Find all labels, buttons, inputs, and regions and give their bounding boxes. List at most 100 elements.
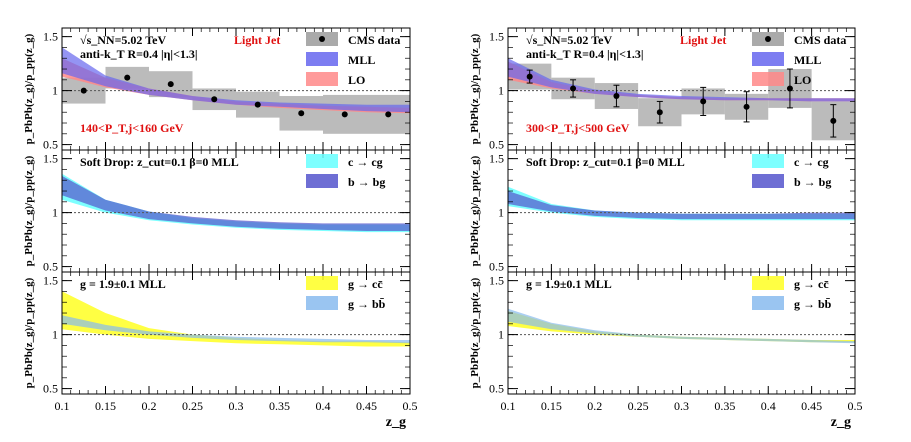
legend-label: MLL [794, 53, 821, 67]
y-tick-label: 1.5 [489, 274, 504, 288]
y-tick-label: 0.5 [43, 260, 58, 274]
y-tick-label: 1.5 [489, 30, 504, 44]
data-point [786, 85, 793, 92]
legend-swatch [752, 72, 784, 86]
legend-label: CMS data [794, 33, 846, 47]
x-tick-label: 0.25 [628, 399, 649, 413]
legend-label: LO [794, 73, 811, 87]
data-point [700, 98, 707, 105]
annotation-1: Soft Drop: z_cut=0.1 β=0 MLL [80, 155, 239, 169]
plot-area [62, 291, 410, 347]
y-axis-label: p_PbPb(z_g)/p_pp(z_g) [23, 155, 35, 266]
data-point [385, 111, 392, 118]
band-1 [508, 310, 855, 343]
data-point [656, 109, 663, 116]
legend-label: CMS data [348, 33, 400, 47]
y-tick-label: 1.5 [489, 152, 504, 166]
legend-swatch [306, 296, 338, 310]
annotation-1: Soft Drop: z_cut=0.1 β=0 MLL [526, 155, 685, 169]
legend-swatch [306, 174, 338, 188]
y-axis-label: p_PbPb(z_g)/p_pp(z_g) [23, 277, 35, 388]
data-point [613, 93, 620, 100]
y-tick-label: 1 [498, 84, 504, 98]
x-tick-label: 0.3 [229, 399, 244, 413]
data-point [124, 74, 131, 81]
panel-right-middle: 0.5 1 1.5 p_PbPb(z_g)/p_pp(z_g) Soft Drop: z… [469, 149, 856, 274]
band-2 [508, 191, 855, 220]
annotation-3: Light Jet [234, 33, 280, 47]
legend-swatch [752, 296, 784, 310]
annotation-1: √s_NN=5.02 TeV [80, 33, 166, 47]
annotation-1: g = 1.9±0.1 MLL [80, 277, 166, 291]
y-tick-label: 0.5 [489, 138, 504, 152]
x-tick-label: 0.45 [801, 399, 822, 413]
annotation-1: √s_NN=5.02 TeV [526, 33, 612, 47]
legend-marker [319, 36, 325, 42]
band-2 [508, 308, 855, 344]
data-point [167, 81, 174, 88]
y-tick-label: 1 [498, 206, 504, 220]
data-point [570, 85, 577, 92]
legend-swatch [752, 174, 784, 188]
x-tick-label: 0.15 [541, 399, 562, 413]
y-tick-label: 1 [52, 328, 58, 342]
data-point [211, 96, 218, 103]
x-tick-label: 0.2 [142, 399, 157, 413]
x-tick-label: 0.5 [848, 399, 863, 413]
plot-area [508, 308, 855, 344]
data-point [80, 87, 87, 94]
legend-label: g → bb̄ [794, 297, 832, 311]
y-tick-label: 0.5 [43, 382, 58, 396]
legend-label: MLL [348, 53, 375, 67]
legend-marker [765, 36, 771, 42]
y-tick-label: 1.5 [43, 152, 58, 166]
panel-left-bottom: 0.1 0.15 0.2 0.25 0.3 0.35 0.4 0.45 0.5 0.5 1 1.5 p_… [23, 271, 418, 430]
data-point [743, 103, 750, 110]
legend-swatch [306, 72, 338, 86]
legend-label: c → cg [794, 155, 829, 169]
legend-swatch [752, 52, 784, 66]
x-tick-label: 0.3 [674, 399, 689, 413]
y-axis-label: p_PbPb(z_g)/p_pp(z_g) [469, 155, 481, 266]
annotation-4: 300<P_T,j<500 GeV [526, 121, 630, 135]
plot-area [62, 47, 410, 134]
plot-area [62, 173, 410, 233]
data-point [254, 101, 261, 108]
plot-area [508, 58, 855, 141]
plot-area [508, 186, 855, 221]
annotation-3: Light Jet [680, 33, 726, 47]
x-tick-label: 0.45 [356, 399, 377, 413]
legend-label: b → bg [794, 175, 831, 189]
y-tick-label: 0.5 [489, 382, 504, 396]
annotation-4: 140<P_T,j<160 GeV [80, 121, 184, 135]
legend-swatch [752, 154, 784, 168]
x-tick-label: 0.35 [714, 399, 735, 413]
y-tick-label: 1 [52, 84, 58, 98]
x-tick-label: 0.4 [316, 399, 331, 413]
x-axis-label: z_g [386, 415, 406, 430]
legend-label: LO [348, 73, 365, 87]
x-tick-label: 0.2 [587, 399, 602, 413]
legend-label: b → bg [348, 175, 385, 189]
data-point [298, 110, 305, 117]
band-2 [508, 58, 855, 102]
y-axis-label: p_PbPb(z_g)/p_pp(z_g) [23, 33, 35, 144]
legend-label: g → cc̄ [348, 277, 383, 291]
band-2 [62, 47, 410, 113]
x-tick-label: 0.1 [55, 399, 70, 413]
band-2 [62, 315, 410, 344]
annotation-1: g = 1.9±0.1 MLL [526, 277, 612, 291]
y-tick-label: 1 [52, 206, 58, 220]
data-point [341, 111, 348, 118]
panel-right-bottom: 0.1 0.15 0.2 0.25 0.3 0.35 0.4 0.45 0.5 0.5 1 1.5 p_… [469, 271, 863, 430]
legend-swatch [752, 276, 784, 290]
panel-left-top: 0.5 1 1.5 p_PbPb(z_g)/p_pp(z_g) √s_NN=5.02 T… [23, 27, 411, 152]
x-tick-label: 0.1 [501, 399, 516, 413]
y-tick-label: 1.5 [43, 30, 58, 44]
x-axis-label: z_g [831, 415, 851, 430]
legend-label: c → cg [348, 155, 383, 169]
annotation-2: anti-k_T R=0.4 |η|<1.3| [526, 47, 644, 61]
band-2 [62, 175, 410, 231]
x-tick-label: 0.4 [761, 399, 776, 413]
